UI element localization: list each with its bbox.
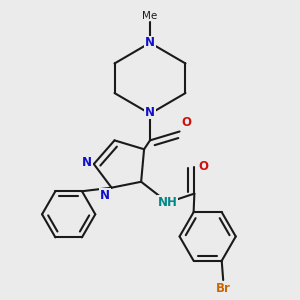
Text: N: N	[145, 106, 155, 119]
Text: O: O	[181, 116, 191, 129]
Text: Br: Br	[216, 282, 231, 296]
Text: N: N	[82, 156, 92, 169]
Text: NH: NH	[158, 196, 178, 209]
Text: Me: Me	[142, 11, 158, 21]
Text: O: O	[198, 160, 208, 173]
Text: N: N	[100, 189, 110, 202]
Text: N: N	[145, 36, 155, 49]
